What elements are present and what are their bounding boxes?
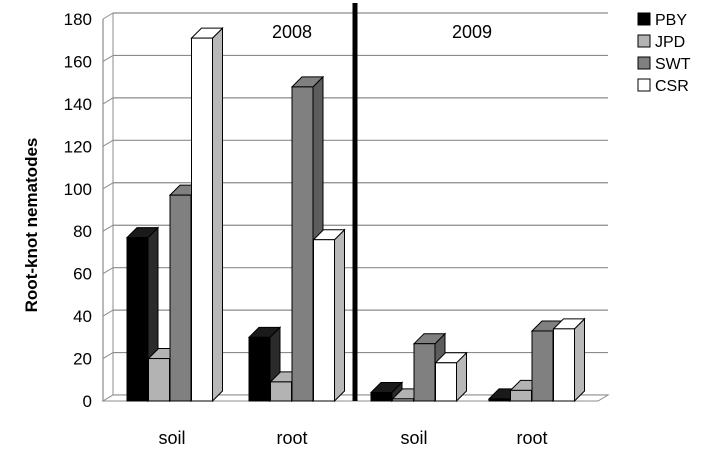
x-tick-label: soil bbox=[158, 428, 185, 448]
legend-item-csr: CSR bbox=[637, 78, 689, 95]
legend-swatch bbox=[637, 78, 651, 92]
group-label-2008: 2008 bbox=[272, 22, 312, 42]
legend-label: JPD bbox=[655, 34, 685, 51]
legend-item-jpd: JPD bbox=[637, 34, 685, 51]
x-tick-label: root bbox=[516, 428, 547, 448]
bar-csr-soil-0 bbox=[190, 26, 224, 403]
legend-label: CSR bbox=[655, 78, 689, 95]
y-tick-label: 40 bbox=[73, 307, 92, 326]
y-axis-label: Root-knot nematodes bbox=[22, 138, 41, 313]
y-tick-label: 60 bbox=[73, 265, 92, 284]
legend-swatch bbox=[637, 56, 651, 70]
legend-item-swt: SWT bbox=[637, 56, 691, 73]
legend-swatch bbox=[637, 34, 651, 48]
x-tick-label: soil bbox=[400, 428, 427, 448]
bar-csr-root-1 bbox=[312, 228, 346, 403]
legend: PBY JPD SWT CSR bbox=[637, 12, 691, 95]
y-tick-label: 140 bbox=[64, 95, 92, 114]
y-tick-label: 160 bbox=[64, 52, 92, 71]
legend-label: PBY bbox=[655, 12, 687, 29]
y-tick-label: 120 bbox=[64, 137, 92, 156]
legend-item-pby: PBY bbox=[637, 12, 687, 29]
legend-label: SWT bbox=[655, 56, 691, 73]
y-tick-label: 80 bbox=[73, 222, 92, 241]
x-tick-label: root bbox=[276, 428, 307, 448]
axis-layer: 0 20 40 60 80 100 120 140 160 180 soil root soil root bbox=[64, 10, 548, 448]
bars-layer bbox=[125, 26, 586, 403]
y-tick-label: 20 bbox=[73, 350, 92, 369]
y-tick-label: 100 bbox=[64, 180, 92, 199]
y-tick-label: 0 bbox=[83, 392, 92, 411]
y-tick-label: 180 bbox=[64, 10, 92, 29]
legend-swatch bbox=[637, 12, 651, 26]
group-label-2009: 2009 bbox=[452, 22, 492, 42]
bar-csr-soil-2 bbox=[434, 351, 468, 403]
bar-csr-root-3 bbox=[552, 317, 586, 403]
